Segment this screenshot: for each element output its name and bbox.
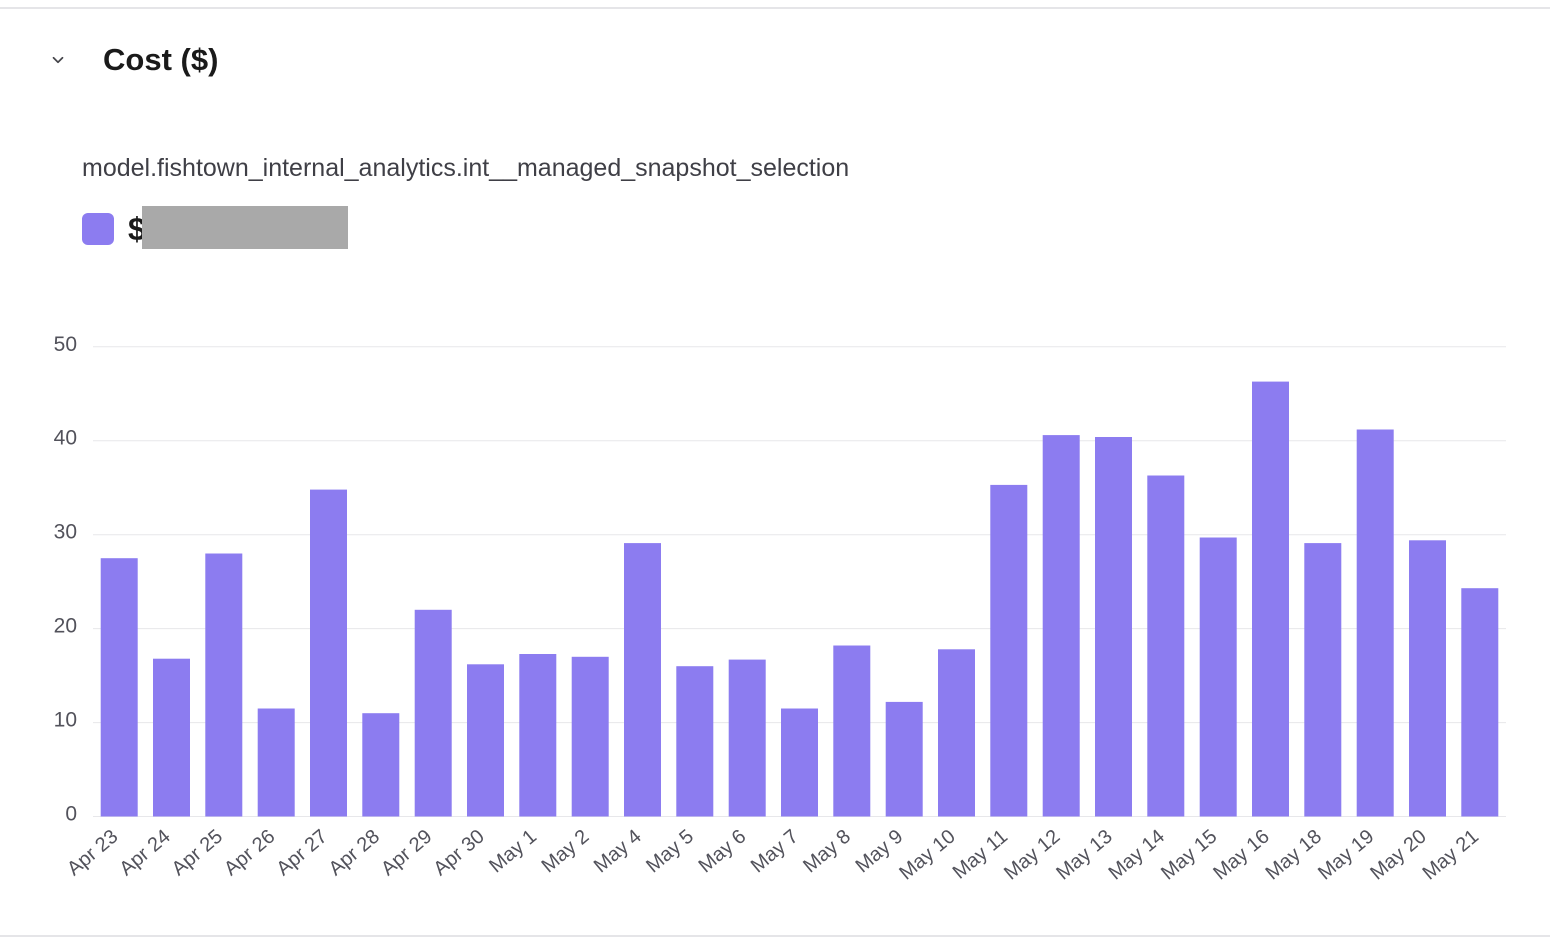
- svg-text:May 7: May 7: [747, 825, 803, 877]
- svg-text:May 16: May 16: [1209, 825, 1273, 884]
- svg-text:May 5: May 5: [642, 825, 698, 877]
- svg-text:Apr 25: Apr 25: [168, 825, 227, 880]
- svg-text:20: 20: [54, 615, 77, 638]
- svg-text:Apr 27: Apr 27: [272, 825, 331, 880]
- svg-text:0: 0: [65, 803, 77, 826]
- svg-text:May 19: May 19: [1314, 825, 1378, 884]
- svg-text:Apr 23: Apr 23: [63, 825, 122, 880]
- svg-text:Apr 29: Apr 29: [377, 825, 436, 880]
- svg-text:May 20: May 20: [1366, 825, 1430, 884]
- svg-text:40: 40: [54, 427, 77, 450]
- svg-text:Apr 26: Apr 26: [220, 825, 279, 880]
- svg-text:May 14: May 14: [1105, 825, 1169, 884]
- svg-text:May 8: May 8: [799, 825, 855, 877]
- svg-text:10: 10: [54, 709, 77, 732]
- svg-text:May 1: May 1: [485, 825, 541, 877]
- svg-text:May 11: May 11: [949, 825, 1012, 883]
- svg-text:May 18: May 18: [1262, 825, 1326, 884]
- svg-text:May 13: May 13: [1052, 825, 1116, 884]
- svg-text:50: 50: [54, 333, 77, 356]
- svg-text:Apr 24: Apr 24: [115, 825, 174, 880]
- svg-text:May 12: May 12: [1000, 825, 1064, 884]
- svg-text:May 21: May 21: [1419, 825, 1483, 884]
- svg-text:May 6: May 6: [695, 825, 751, 877]
- svg-text:Apr 28: Apr 28: [325, 825, 384, 880]
- svg-text:30: 30: [54, 521, 77, 544]
- svg-text:Apr 30: Apr 30: [429, 825, 488, 880]
- svg-text:May 4: May 4: [590, 825, 646, 877]
- svg-text:May 2: May 2: [538, 825, 594, 877]
- svg-text:May 15: May 15: [1157, 825, 1221, 884]
- svg-text:May 10: May 10: [895, 825, 959, 884]
